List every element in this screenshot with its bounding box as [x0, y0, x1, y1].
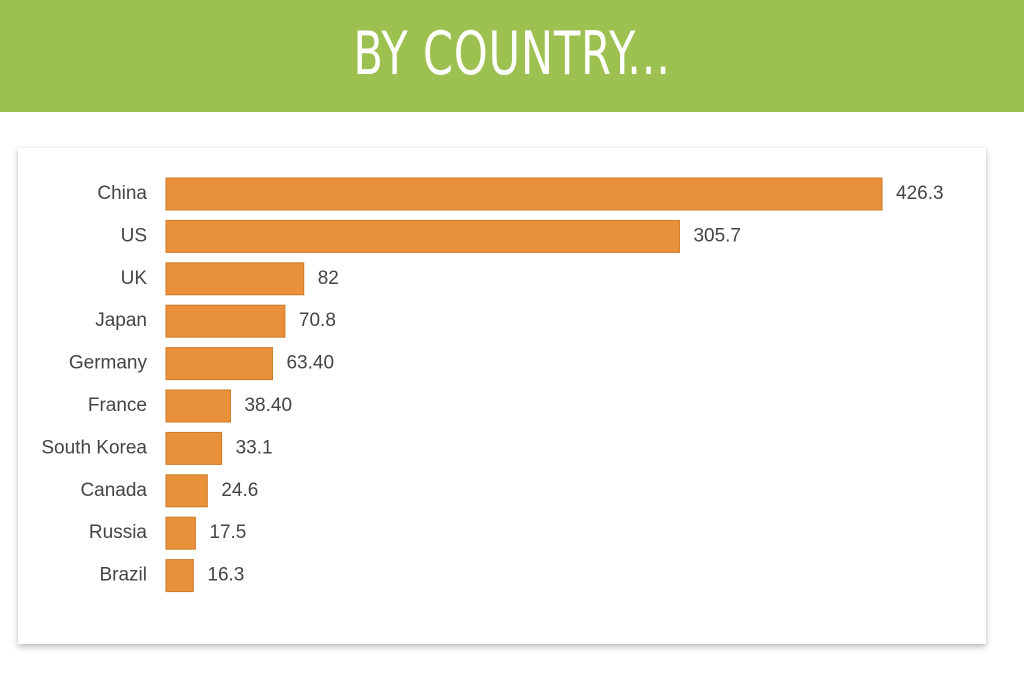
bar	[165, 389, 231, 423]
data-label: 82	[318, 268, 339, 289]
data-label: 70.8	[299, 310, 336, 331]
chart-title: BY COUNTRY...	[353, 19, 671, 89]
data-label: 426.3	[896, 183, 944, 204]
y-tick-label: US	[121, 225, 147, 246]
y-tick-label: China	[97, 183, 147, 204]
y-tick-label: South Korea	[41, 437, 147, 458]
bar	[165, 177, 883, 211]
data-label: 38.40	[244, 395, 292, 416]
y-tick-label: UK	[121, 268, 148, 289]
y-tick-label: Japan	[95, 310, 147, 331]
header-bar: BY COUNTRY...	[0, 0, 1024, 112]
y-tick-label: Canada	[80, 480, 147, 501]
y-tick-label: Brazil	[99, 565, 147, 586]
bar	[165, 262, 305, 296]
bar	[165, 219, 680, 253]
data-label: 33.1	[236, 437, 273, 458]
y-tick-label: Russia	[89, 522, 148, 543]
data-label: 63.40	[286, 353, 334, 374]
bar	[165, 559, 194, 593]
bar	[165, 474, 208, 508]
y-tick-label: Germany	[69, 353, 148, 374]
data-label: 16.3	[207, 565, 244, 586]
data-label: 17.5	[209, 522, 246, 543]
data-label: 24.6	[221, 480, 258, 501]
bar	[165, 431, 223, 465]
bar	[165, 516, 196, 550]
bar	[165, 304, 286, 338]
data-label: 305.7	[693, 225, 741, 246]
bar	[165, 347, 273, 381]
y-tick-label: France	[88, 395, 147, 416]
